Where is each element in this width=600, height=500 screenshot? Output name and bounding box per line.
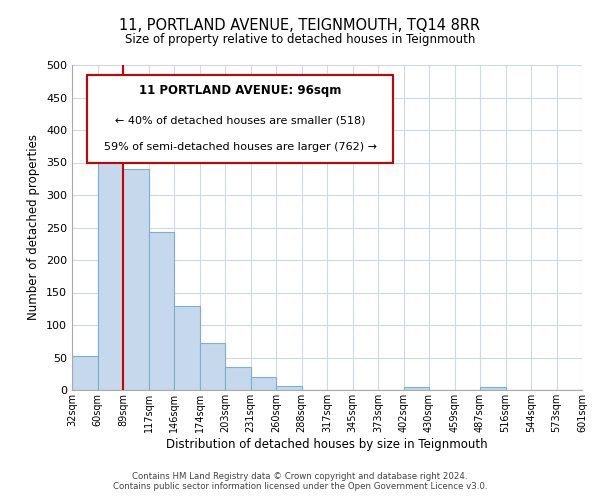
Bar [72, 356, 97, 390]
X-axis label: Distribution of detached houses by size in Teignmouth: Distribution of detached houses by size … [166, 438, 488, 450]
Bar [174, 306, 199, 390]
Text: ← 40% of detached houses are smaller (518): ← 40% of detached houses are smaller (51… [115, 116, 365, 126]
Bar [149, 232, 174, 390]
Y-axis label: Number of detached properties: Number of detached properties [28, 134, 40, 320]
Bar [276, 386, 302, 390]
Bar [123, 169, 149, 390]
FancyBboxPatch shape [88, 74, 394, 162]
Text: Contains HM Land Registry data © Crown copyright and database right 2024.: Contains HM Land Registry data © Crown c… [132, 472, 468, 481]
Bar [404, 387, 429, 390]
Bar [251, 377, 276, 390]
Bar [225, 367, 251, 390]
Bar [199, 343, 225, 390]
Bar [97, 130, 123, 390]
Text: 11 PORTLAND AVENUE: 96sqm: 11 PORTLAND AVENUE: 96sqm [139, 84, 341, 97]
Bar [480, 387, 505, 390]
Text: Size of property relative to detached houses in Teignmouth: Size of property relative to detached ho… [125, 32, 475, 46]
Text: 11, PORTLAND AVENUE, TEIGNMOUTH, TQ14 8RR: 11, PORTLAND AVENUE, TEIGNMOUTH, TQ14 8R… [119, 18, 481, 32]
Text: Contains public sector information licensed under the Open Government Licence v3: Contains public sector information licen… [113, 482, 487, 491]
Text: 59% of semi-detached houses are larger (762) →: 59% of semi-detached houses are larger (… [104, 142, 377, 152]
